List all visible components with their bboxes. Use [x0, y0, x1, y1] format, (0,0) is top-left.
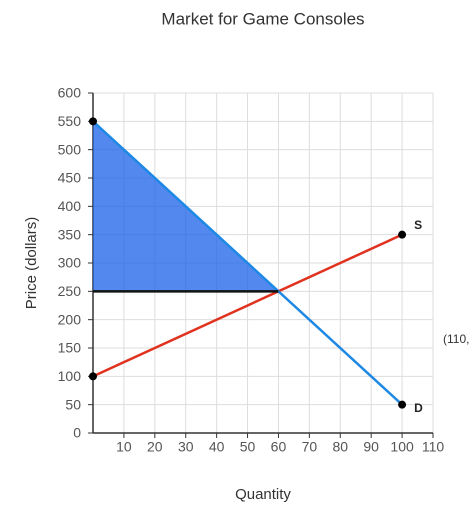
y-tick-label: 150	[58, 340, 82, 356]
y-tick-label: 50	[65, 396, 81, 412]
y-tick-label: 100	[58, 368, 82, 384]
x-tick-label: 60	[271, 439, 287, 455]
point	[89, 372, 97, 381]
y-tick-label: 550	[58, 113, 82, 129]
y-tick-label: 400	[58, 198, 82, 214]
y-tick-label: 350	[58, 226, 82, 242]
series-label: S	[414, 218, 422, 232]
annotation: (110,	[443, 332, 469, 346]
y-tick-label: 500	[58, 141, 82, 157]
x-tick-label: 40	[209, 439, 225, 455]
x-tick-label: 90	[363, 439, 379, 455]
y-tick-label: 600	[58, 85, 82, 101]
y-tick-label: 200	[58, 311, 82, 327]
series-line	[92, 233, 403, 378]
series-line	[92, 120, 403, 406]
x-tick-label: 110	[422, 439, 445, 455]
x-tick-label: 100	[390, 439, 414, 455]
y-axis-label: Price (dollars)	[23, 217, 40, 310]
x-tick-label: 20	[147, 439, 163, 455]
y-tick-label: 0	[73, 425, 81, 441]
y-tick-label: 450	[58, 170, 82, 186]
x-tick-label: 70	[302, 439, 318, 455]
x-tick-label: 10	[116, 439, 132, 455]
x-tick-label: 50	[240, 439, 256, 455]
y-tick-label: 250	[58, 283, 82, 299]
x-tick-label: 30	[178, 439, 194, 455]
chart-title: Market for Game Consoles	[161, 9, 364, 28]
x-tick-label: 80	[332, 439, 348, 455]
point	[398, 230, 407, 239]
x-axis-label: Quantity	[235, 486, 291, 503]
y-tick-label: 300	[58, 255, 82, 271]
series-label: D	[414, 401, 423, 415]
point	[398, 400, 407, 409]
point	[89, 117, 97, 126]
